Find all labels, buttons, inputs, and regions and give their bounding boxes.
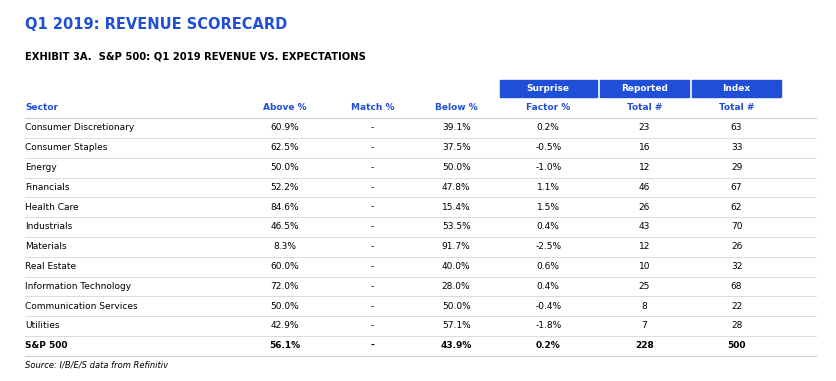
Text: 60.9%: 60.9% xyxy=(270,123,298,132)
Text: 28.0%: 28.0% xyxy=(441,282,470,291)
Text: 8.3%: 8.3% xyxy=(273,242,296,251)
Text: 50.0%: 50.0% xyxy=(270,302,298,311)
Text: Consumer Staples: Consumer Staples xyxy=(25,143,107,152)
Text: 28: 28 xyxy=(730,322,742,330)
Text: 500: 500 xyxy=(726,341,745,350)
Text: 50.0%: 50.0% xyxy=(270,163,298,172)
Text: Index: Index xyxy=(721,84,750,93)
Text: -: - xyxy=(370,242,374,251)
Text: 50.0%: 50.0% xyxy=(441,302,470,311)
Text: 1.1%: 1.1% xyxy=(536,183,559,192)
Text: 23: 23 xyxy=(638,123,650,132)
Text: Financials: Financials xyxy=(25,183,69,192)
Text: 60.0%: 60.0% xyxy=(270,262,298,271)
Text: 26: 26 xyxy=(730,242,742,251)
Text: Materials: Materials xyxy=(25,242,67,251)
Text: -: - xyxy=(370,322,374,330)
Text: Real Estate: Real Estate xyxy=(25,262,76,271)
Text: 43.9%: 43.9% xyxy=(440,341,472,350)
Text: 16: 16 xyxy=(638,143,650,152)
Text: Sector: Sector xyxy=(25,102,58,112)
Text: Above %: Above % xyxy=(263,102,306,112)
Text: 56.1%: 56.1% xyxy=(268,341,300,350)
Text: 12: 12 xyxy=(638,242,650,251)
Text: 33: 33 xyxy=(730,143,742,152)
Text: 46.5%: 46.5% xyxy=(270,223,298,231)
Text: -: - xyxy=(370,302,374,311)
Text: 53.5%: 53.5% xyxy=(441,223,470,231)
Text: -0.5%: -0.5% xyxy=(534,143,561,152)
Text: -1.0%: -1.0% xyxy=(534,163,561,172)
Text: 46: 46 xyxy=(638,183,650,192)
Text: Source: I/B/E/S data from Refinitiv: Source: I/B/E/S data from Refinitiv xyxy=(25,360,168,369)
Text: Total #: Total # xyxy=(626,102,661,112)
Text: Energy: Energy xyxy=(25,163,57,172)
Text: Below %: Below % xyxy=(434,102,477,112)
Text: Information Technology: Information Technology xyxy=(25,282,131,291)
Text: 0.2%: 0.2% xyxy=(536,123,559,132)
Text: EXHIBIT 3A.  S&P 500: Q1 2019 REVENUE VS. EXPECTATIONS: EXHIBIT 3A. S&P 500: Q1 2019 REVENUE VS.… xyxy=(25,51,365,61)
Text: 47.8%: 47.8% xyxy=(441,183,470,192)
Text: Surprise: Surprise xyxy=(526,84,569,93)
Text: 37.5%: 37.5% xyxy=(441,143,470,152)
Text: -1.8%: -1.8% xyxy=(534,322,561,330)
Text: Factor %: Factor % xyxy=(526,102,569,112)
Text: 15.4%: 15.4% xyxy=(441,203,470,211)
Text: Match %: Match % xyxy=(350,102,394,112)
Text: 0.4%: 0.4% xyxy=(536,282,559,291)
Text: 62.5%: 62.5% xyxy=(270,143,298,152)
Text: 84.6%: 84.6% xyxy=(270,203,298,211)
Text: 72.0%: 72.0% xyxy=(270,282,298,291)
Text: 70: 70 xyxy=(730,223,742,231)
Text: Q1 2019: REVENUE SCORECARD: Q1 2019: REVENUE SCORECARD xyxy=(25,17,287,32)
Text: -: - xyxy=(370,183,374,192)
Text: Utilities: Utilities xyxy=(25,322,59,330)
Text: 50.0%: 50.0% xyxy=(441,163,470,172)
Text: -: - xyxy=(370,262,374,271)
Text: -: - xyxy=(370,223,374,231)
Text: 228: 228 xyxy=(635,341,653,350)
Text: 25: 25 xyxy=(638,282,650,291)
Text: 10: 10 xyxy=(638,262,650,271)
Text: 26: 26 xyxy=(638,203,650,211)
Text: 0.6%: 0.6% xyxy=(536,262,559,271)
Text: 57.1%: 57.1% xyxy=(441,322,470,330)
Text: 0.2%: 0.2% xyxy=(535,341,560,350)
Text: -2.5%: -2.5% xyxy=(534,242,561,251)
Text: 12: 12 xyxy=(638,163,650,172)
Text: 32: 32 xyxy=(730,262,742,271)
Text: 29: 29 xyxy=(730,163,742,172)
Text: -: - xyxy=(370,163,374,172)
Text: 42.9%: 42.9% xyxy=(270,322,298,330)
Text: Communication Services: Communication Services xyxy=(25,302,138,311)
Text: 67: 67 xyxy=(730,183,742,192)
Text: -: - xyxy=(370,143,374,152)
Text: -: - xyxy=(370,123,374,132)
Text: 52.2%: 52.2% xyxy=(270,183,298,192)
Text: Total #: Total # xyxy=(718,102,753,112)
Text: 40.0%: 40.0% xyxy=(441,262,470,271)
Text: 39.1%: 39.1% xyxy=(441,123,470,132)
Text: Industrials: Industrials xyxy=(25,223,72,231)
Text: 91.7%: 91.7% xyxy=(441,242,470,251)
Text: 8: 8 xyxy=(641,302,646,311)
Text: 1.5%: 1.5% xyxy=(536,203,559,211)
Text: -: - xyxy=(370,282,374,291)
Text: 22: 22 xyxy=(730,302,742,311)
Text: 43: 43 xyxy=(638,223,650,231)
Text: 63: 63 xyxy=(730,123,742,132)
Text: -: - xyxy=(370,203,374,211)
Text: -: - xyxy=(370,341,374,350)
Text: 7: 7 xyxy=(641,322,646,330)
Text: Reported: Reported xyxy=(620,84,667,93)
Text: 0.4%: 0.4% xyxy=(536,223,559,231)
Text: -0.4%: -0.4% xyxy=(534,302,561,311)
Text: 68: 68 xyxy=(730,282,742,291)
Text: S&P 500: S&P 500 xyxy=(25,341,68,350)
Text: Health Care: Health Care xyxy=(25,203,79,211)
Text: Consumer Discretionary: Consumer Discretionary xyxy=(25,123,135,132)
Text: 62: 62 xyxy=(730,203,742,211)
